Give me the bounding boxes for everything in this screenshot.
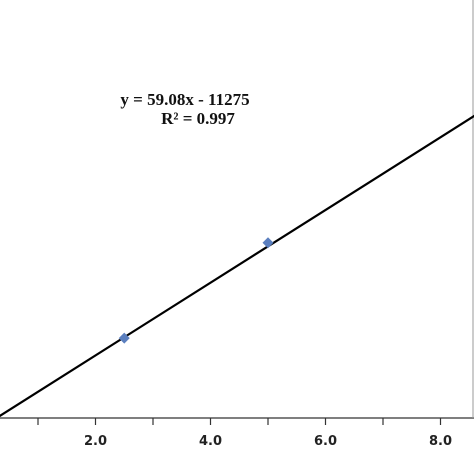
x-tick-label: 6.0 <box>314 434 337 449</box>
r-squared-label: R² = 0.997 <box>161 109 235 128</box>
trendline-group <box>0 114 474 418</box>
data-points <box>118 237 274 344</box>
x-tick-label: 4.0 <box>199 434 222 449</box>
data-point <box>262 237 274 249</box>
axes <box>0 0 474 425</box>
trendline-equation: y = 59.08x - 11275 <box>120 90 249 109</box>
x-tick-label: 2.0 <box>84 434 107 449</box>
x-tick-labels: 2.0 4.0 6.0 8.0 <box>84 434 452 449</box>
trendline <box>0 114 474 418</box>
x-tick-label: 8.0 <box>429 434 452 449</box>
data-point <box>118 332 130 344</box>
